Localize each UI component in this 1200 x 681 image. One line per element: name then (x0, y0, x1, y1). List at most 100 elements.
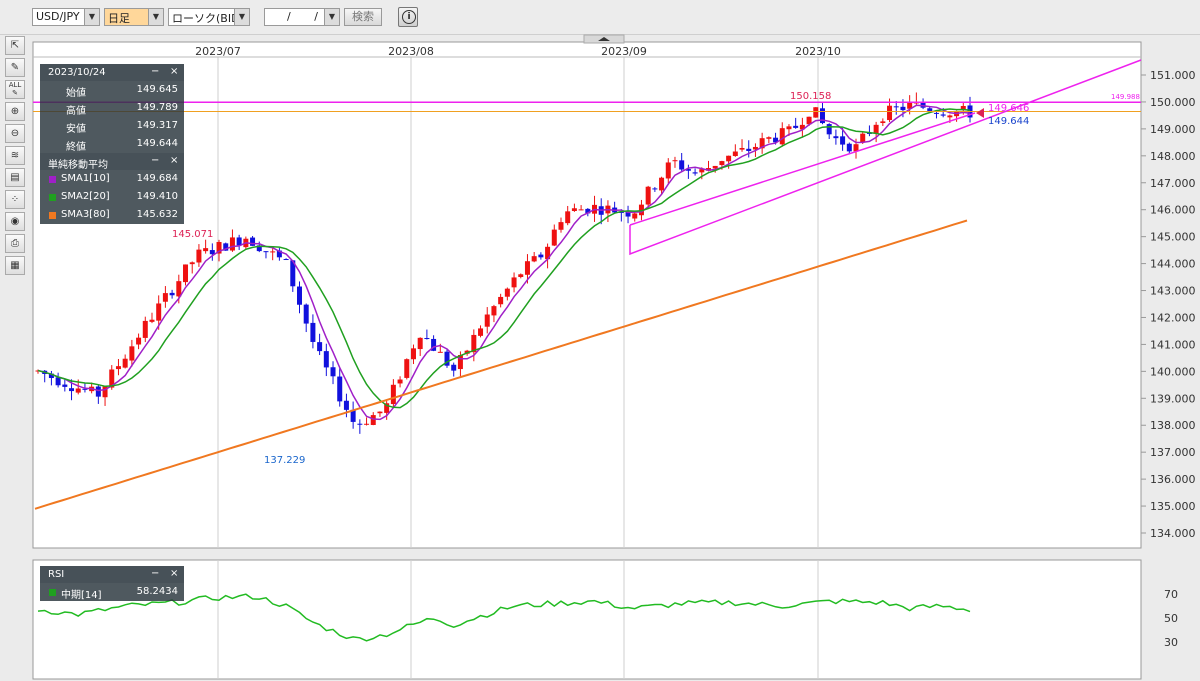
candle-body (719, 161, 725, 166)
candle-body (538, 254, 544, 258)
candle-body (853, 144, 859, 152)
candle-body (82, 388, 88, 390)
candle-body (819, 108, 825, 124)
close-icon[interactable]: × (170, 66, 179, 77)
candle-body (236, 237, 242, 246)
rsi-chart-area[interactable] (32, 559, 1142, 680)
y-tick-label: 147.000 (1150, 177, 1196, 190)
candle-body (129, 346, 135, 361)
candle-body (887, 105, 893, 121)
minimize-icon[interactable]: − (151, 568, 160, 579)
chart-type-select[interactable]: ローソク(BID) ▼ (168, 8, 250, 26)
candle-body (545, 246, 551, 260)
candle-body (860, 133, 866, 143)
print-icon[interactable]: ⎙ (5, 234, 25, 253)
sma-row: SMA1[10] 149.684 (40, 170, 184, 188)
all-lines-icon[interactable]: ALL ✎ (5, 80, 25, 99)
candle-body (571, 208, 577, 211)
candle-body (833, 136, 839, 139)
y-tick-label: 142.000 (1150, 311, 1196, 324)
ohlc-value: 149.789 (136, 102, 178, 113)
trend-line-lower[interactable] (629, 112, 976, 226)
candle-body (75, 388, 81, 393)
symbol-value: USD/JPY (36, 10, 80, 23)
chevron-down-icon[interactable]: ▼ (324, 9, 339, 25)
candle-body (209, 250, 215, 255)
candle-body (223, 243, 229, 251)
zoom-out-icon[interactable]: ⊖ (5, 124, 25, 143)
trend-line-upper[interactable] (629, 59, 1142, 256)
toolbar: USD/JPY ▼ 日足 ▼ ローソク(BID) ▼ / / ▼ 検索 i (0, 0, 1200, 35)
close-icon[interactable]: × (170, 568, 179, 579)
eye-icon[interactable]: ◉ (5, 212, 25, 231)
info-button[interactable]: i (398, 7, 418, 27)
candle-body (960, 105, 966, 110)
annotations: 150.158 145.071 137.229 149.644 149.646 149.9… (172, 91, 1140, 466)
candle-body (699, 169, 705, 173)
candles (35, 92, 973, 434)
candle-body (625, 212, 631, 217)
candle-body (518, 274, 524, 277)
x-tick-label: 2023/07 (195, 45, 241, 58)
cursor-icon[interactable]: ⇱ (5, 36, 25, 55)
zoom-in-icon[interactable]: ⊕ (5, 102, 25, 121)
candle-body (672, 160, 678, 162)
candle-body (256, 245, 262, 252)
candle-body (431, 338, 437, 351)
ohlc-panel[interactable]: 2023/10/24 − × 始値 149.645 高値 149.789 安値 149… (40, 64, 184, 224)
y-tick-label: 141.000 (1150, 338, 1196, 351)
candle-body (176, 281, 182, 297)
candle-body (786, 126, 792, 130)
rsi-panel[interactable]: RSI − × 中期[14] 58.2434 (40, 566, 184, 601)
candle-body (330, 367, 336, 377)
close-icon[interactable]: × (170, 155, 179, 166)
indicator-icon[interactable]: ≋ (5, 146, 25, 165)
high-left-label: 145.071 (172, 229, 213, 240)
chevron-down-icon[interactable]: ▼ (234, 9, 249, 25)
y-tick-label: 151.000 (1150, 69, 1196, 82)
grid-dots-icon[interactable]: ⁘ (5, 190, 25, 209)
candle-body (645, 186, 651, 205)
x-tick-label: 2023/10 (795, 45, 841, 58)
y-tick-label: 137.000 (1150, 446, 1196, 459)
ohlc-label: 終値 (66, 142, 86, 153)
pen-icon[interactable]: ✎ (5, 58, 25, 77)
date-value: / / (287, 10, 328, 23)
price-marker-icon (976, 108, 984, 118)
sma3-line (34, 219, 968, 510)
candle-body (618, 211, 624, 213)
compare-icon[interactable]: ▤ (5, 168, 25, 187)
candle-body (665, 162, 671, 179)
price-chart-area[interactable] (32, 41, 1142, 549)
candle-body (920, 101, 926, 108)
search-button[interactable]: 検索 (344, 8, 382, 26)
period-select[interactable]: 日足 ▼ (104, 8, 164, 26)
candle-body (511, 277, 517, 288)
date-input[interactable]: / / ▼ (264, 8, 340, 26)
table-icon[interactable]: ▦ (5, 256, 25, 275)
candle-body (893, 106, 899, 108)
y-tick-label: 135.000 (1150, 500, 1196, 513)
symbol-select[interactable]: USD/JPY ▼ (32, 8, 100, 26)
candle-body (424, 338, 430, 340)
candle-body (558, 222, 564, 230)
minimize-icon[interactable]: − (151, 66, 160, 77)
rsi-panel-header: RSI − × (40, 566, 184, 583)
chevron-down-icon[interactable]: ▼ (84, 9, 99, 25)
minimize-icon[interactable]: − (151, 155, 160, 166)
chevron-down-icon[interactable]: ▼ (148, 9, 163, 25)
candle-body (873, 124, 879, 134)
hline-tag: 149.988 (1111, 93, 1140, 101)
rsi-chart: 70 50 30 (37, 588, 1178, 649)
rsi-tick-label: 50 (1164, 612, 1178, 625)
candle-body (169, 292, 175, 296)
candle-body (900, 106, 906, 111)
low-label: 137.229 (264, 455, 305, 466)
candle-body (840, 136, 846, 145)
candle-body (491, 306, 497, 316)
ohlc-row-low: 安値 149.317 (40, 117, 184, 135)
candle-body (343, 400, 349, 410)
x-tick-label: 2023/08 (388, 45, 434, 58)
candle-body (940, 114, 946, 116)
